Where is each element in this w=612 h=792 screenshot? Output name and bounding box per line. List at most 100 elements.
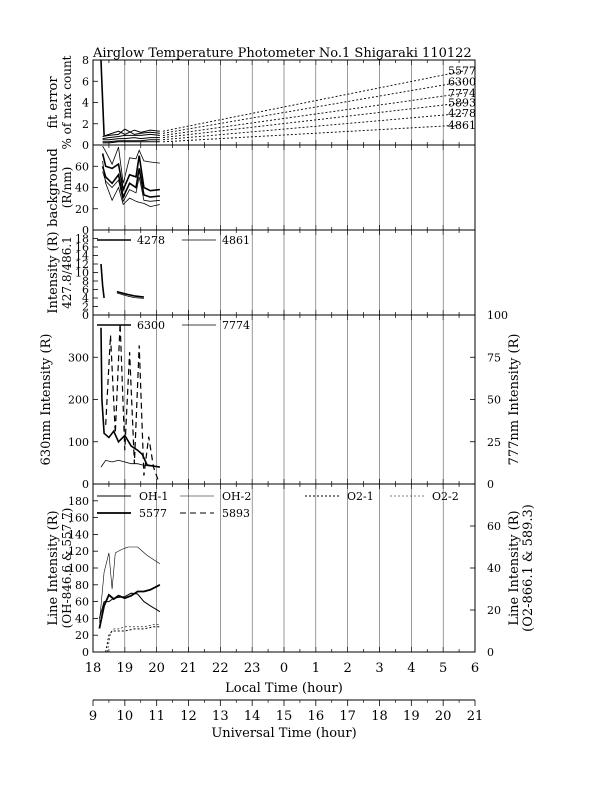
y-tick-label: 6 (82, 284, 89, 297)
ut-tick-label: 21 (467, 709, 484, 724)
y-tick-label: 8 (82, 54, 89, 67)
y-tick-label: 2 (82, 118, 89, 131)
legend-label: 7774 (222, 319, 250, 332)
legend-label: 5577 (139, 507, 167, 520)
series-line-5577 (98, 584, 161, 629)
y-right-axis-label: Line Intensity (R) (507, 510, 522, 625)
ut-tick-label: 18 (371, 709, 388, 724)
ut-tick-label: 19 (403, 709, 420, 724)
local-time-tick-label: 20 (148, 661, 165, 676)
series-line-O2-1 (105, 626, 160, 653)
y-tick-label: 100 (68, 436, 89, 449)
y-right-axis-sublabel: (O2-866.1 & 589.3) (521, 504, 536, 632)
y-axis-sublabel: (OH-846.6 & 557.7) (60, 508, 74, 629)
series-line-spike (100, 59, 105, 136)
y-axis-label: Line Intensity (R) (46, 510, 61, 625)
series-label-7774: 7774 (448, 87, 476, 100)
y-tick-label: 4 (82, 292, 89, 305)
series-line-4278 (116, 290, 145, 298)
series-line-O2-2 (107, 624, 160, 653)
ut-tick-label: 17 (339, 709, 356, 724)
legend-label: OH-1 (139, 490, 168, 503)
y-right-tick-label: 75 (487, 351, 501, 364)
extrapolation-line (162, 70, 466, 132)
series-line-7774-dashed (105, 323, 159, 481)
series-line-4278 (102, 139, 160, 143)
legend-label: OH-2 (222, 490, 251, 503)
local-time-tick-label: 19 (117, 661, 134, 676)
y-right-tick-label: 60 (487, 520, 501, 533)
y-right-axis-label: 777nm Intensity (R) (507, 334, 522, 466)
ut-tick-label: 11 (148, 709, 165, 724)
legend-label: 5893 (222, 507, 250, 520)
y-tick-label: 0 (82, 478, 89, 491)
local-time-tick-label: 23 (244, 661, 261, 676)
legend-label: 6300 (137, 319, 165, 332)
panel-background: 0 20 40 60 background (R/nm) (46, 144, 476, 237)
series-line-4278 (100, 263, 105, 299)
ut-tick-label: 14 (244, 709, 261, 724)
y-tick-label: 18 (75, 233, 89, 246)
series-label-4861: 4861 (448, 119, 476, 132)
y-tick-label: 4 (82, 97, 89, 110)
ut-tick-label: 13 (212, 709, 229, 724)
y-tick-label: 8 (82, 275, 89, 288)
y-tick-label: 0 (82, 646, 89, 659)
local-time-tick-label: 1 (312, 661, 320, 676)
local-time-tick-label: 6 (471, 661, 479, 676)
y-tick-label: 160 (68, 512, 89, 525)
local-time-tick-label: 5 (439, 661, 447, 676)
y-tick-label: 16 (75, 241, 89, 254)
y-tick-label: 0 (82, 309, 89, 322)
y-right-tick-label: 0 (487, 646, 494, 659)
y-tick-label: 20 (75, 629, 89, 642)
legend-label: O2-2 (432, 490, 459, 503)
local-time-tick-label: 3 (375, 661, 383, 676)
extrapolation-line (162, 80, 466, 134)
y-tick-label: 100 (68, 562, 89, 575)
series-line-7774 (102, 133, 160, 140)
y-tick-label: 14 (75, 250, 89, 263)
y-tick-label: 60 (75, 160, 89, 173)
series-line-OH-2 (99, 546, 161, 623)
y-tick-label: 6 (82, 75, 89, 88)
y-tick-label: 0 (82, 224, 89, 237)
ut-tick-label: 10 (117, 709, 134, 724)
y-tick-label: 10 (75, 267, 89, 280)
y-tick-label: 60 (75, 596, 89, 609)
series-line-5893 (102, 137, 160, 141)
y-right-tick-label: 0 (487, 478, 494, 491)
y-tick-label: 120 (68, 545, 89, 558)
local-time-tick-label: 22 (212, 661, 229, 676)
series-line-4861 (102, 141, 160, 144)
series-line-6300 (100, 327, 161, 468)
y-axis-label: fit error (46, 76, 61, 129)
series-line-trace (102, 145, 160, 184)
y-tick-label: 2 (82, 301, 89, 314)
series-line-4861 (116, 292, 144, 299)
extrapolation-line (162, 102, 466, 139)
series-line-trace (102, 160, 160, 208)
series-label-4278: 4278 (448, 107, 476, 120)
y-right-tick-label: 20 (487, 604, 501, 617)
y-axis-sublabel: (R/nm) (60, 167, 74, 209)
y-tick-label: 20 (75, 203, 89, 216)
y-right-tick-label: 40 (487, 562, 501, 575)
chart-title: Airglow Temperature Photometer No.1 Shig… (92, 46, 472, 61)
y-right-tick-label: 25 (487, 436, 501, 449)
y-tick-label: 40 (75, 182, 89, 195)
local-time-tick-label: 18 (85, 661, 102, 676)
ut-tick-label: 12 (180, 709, 197, 724)
panel-intensity-630-777: 0 100 200 300 0 25 50 75 100 630nm Intensity (R) 7… (39, 309, 522, 491)
ut-tick-label: 15 (276, 709, 293, 724)
series-line-OH-1 (98, 592, 161, 619)
y-tick-label: 300 (68, 351, 89, 364)
series-label-5893: 5893 (448, 97, 476, 110)
local-time-tick-label: 21 (180, 661, 197, 676)
y-axis-sublabel: 427.8/486.1 (60, 236, 74, 309)
local-time-tick-label: 4 (407, 661, 415, 676)
